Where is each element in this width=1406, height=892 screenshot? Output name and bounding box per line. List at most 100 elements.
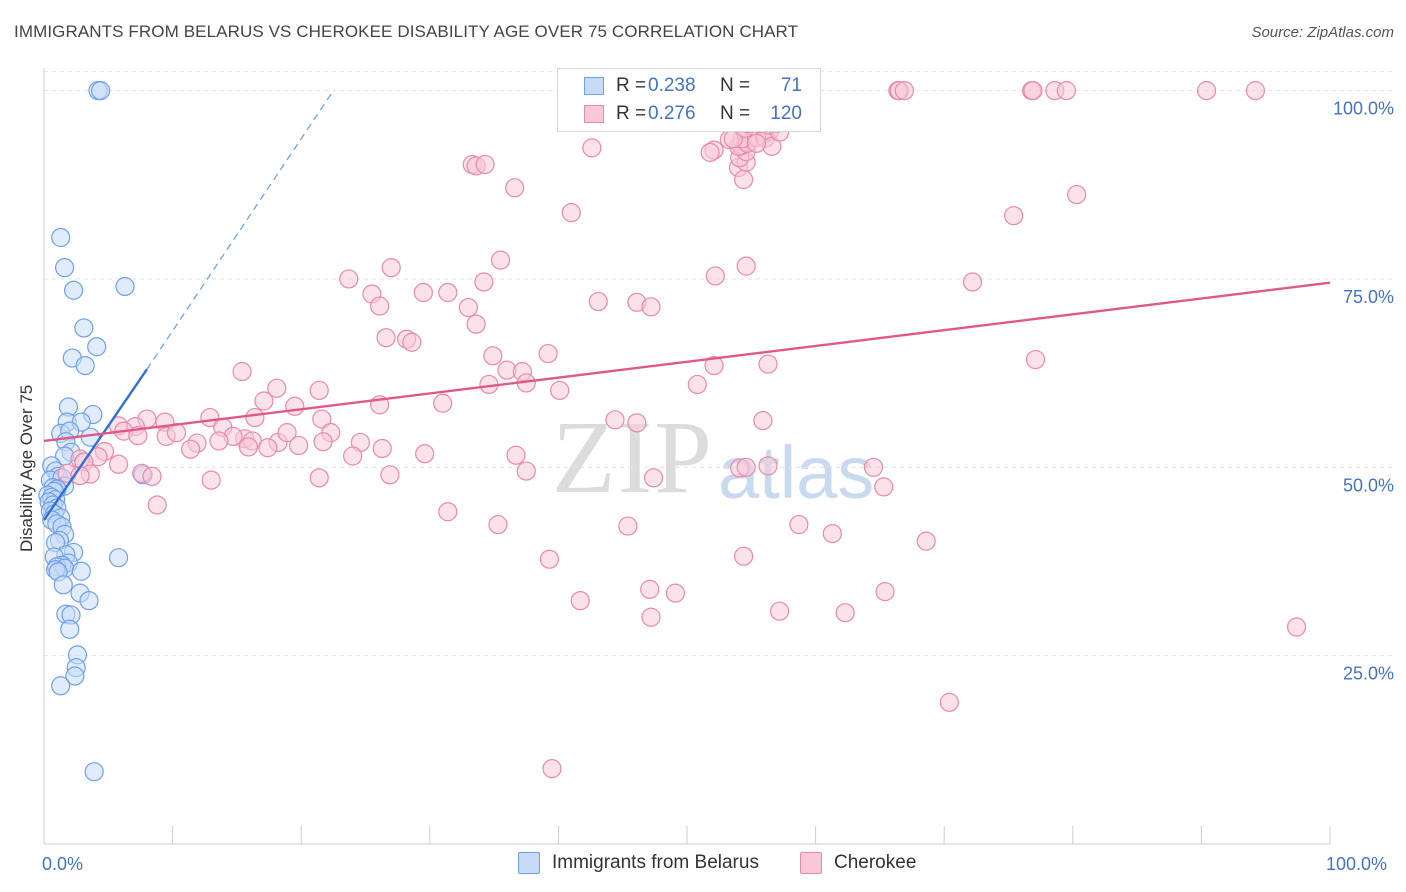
point-cherokee-133: [758, 456, 778, 476]
legend-n-value: 120: [770, 103, 802, 124]
point-cherokee-137: [438, 502, 458, 522]
point-belarus-55: [71, 561, 91, 581]
point-cherokee-49: [339, 269, 359, 289]
x-ticks: [172, 826, 1331, 844]
point-cherokee-130: [643, 468, 664, 488]
legend-swatch-belarus: [584, 77, 604, 95]
y-tick-label-100: 100.0%: [1333, 99, 1394, 119]
point-cherokee-23: [700, 142, 720, 162]
y-axis-title: Disability Age Over 75: [17, 385, 36, 552]
point-belarus-5: [115, 276, 135, 297]
point-cherokee-132: [736, 457, 756, 477]
point-cherokee-149: [875, 582, 895, 602]
point-belarus-56: [53, 575, 73, 595]
point-cherokee-127: [309, 468, 329, 488]
point-cherokee-134: [863, 457, 884, 477]
point-belarus-48: [108, 548, 129, 568]
point-cherokee-145: [570, 591, 590, 611]
point-cherokee-86: [605, 410, 625, 430]
point-cherokee-110: [313, 432, 333, 452]
point-cherokee-144: [733, 546, 754, 566]
point-cherokee-136: [147, 495, 167, 515]
correlation-legend: R = 0.238 N = 71 R = 0.276 N = 120: [557, 68, 821, 132]
point-belarus-4: [63, 280, 84, 300]
point-cherokee-105: [181, 439, 201, 459]
legend-n-label: N =: [720, 103, 751, 124]
point-cherokee-108: [258, 438, 278, 458]
point-cherokee-150: [835, 603, 855, 623]
point-cherokee-44: [561, 203, 581, 223]
point-cherokee-129: [516, 461, 536, 481]
point-belarus-58: [79, 591, 99, 611]
point-cherokee-53: [962, 272, 983, 292]
y-tick-label-50: 50.0%: [1343, 475, 1394, 495]
point-cherokee-62: [376, 328, 396, 348]
trend-extension-belarus: [146, 90, 334, 370]
point-cherokee-14: [582, 138, 602, 158]
point-cherokee-46: [490, 250, 511, 270]
legend-row-belarus: R = 0.238 N = 71: [584, 73, 802, 99]
point-cherokee-115: [415, 444, 435, 464]
point-cherokee-128: [380, 465, 400, 485]
point-cherokee-106: [209, 431, 229, 451]
point-cherokee-126: [201, 470, 221, 490]
point-cherokee-45: [1004, 206, 1024, 226]
point-cherokee-58: [641, 297, 661, 317]
point-cherokee-140: [789, 514, 809, 535]
bottom-legend-label-belarus: Immigrants from Belarus: [552, 852, 759, 873]
point-cherokee-141: [822, 523, 842, 544]
data-points: [38, 81, 1307, 782]
point-cherokee-83: [245, 407, 265, 428]
point-cherokee-80: [267, 378, 287, 398]
point-cherokee-41: [505, 178, 525, 198]
chart-title: IMMIGRANTS FROM BELARUS VS CHEROKEE DISA…: [14, 22, 799, 41]
point-cherokee-88: [753, 410, 773, 431]
point-cherokee-77: [232, 362, 252, 382]
point-cherokee-87: [627, 413, 647, 433]
y-tick-label-25: 25.0%: [1343, 664, 1394, 684]
bottom-legend-label-cherokee: Cherokee: [834, 852, 917, 873]
point-cherokee-59: [458, 297, 478, 318]
legend-r-value: 0.238: [648, 75, 696, 96]
point-cherokee-73: [687, 374, 707, 395]
point-cherokee-153: [939, 692, 959, 712]
point-cherokee-43: [1067, 184, 1087, 205]
point-cherokee-151: [1286, 617, 1307, 637]
point-cherokee-75: [550, 380, 570, 401]
point-cherokee-47: [736, 256, 756, 276]
point-cherokee-148: [769, 601, 790, 621]
point-cherokee-107: [238, 437, 259, 457]
point-cherokee-50: [381, 258, 401, 278]
point-cherokee-68: [758, 354, 778, 374]
point-cherokee-109: [289, 435, 309, 456]
point-cherokee-61: [370, 296, 390, 316]
point-cherokee-55: [438, 282, 458, 303]
point-cherokee-139: [618, 516, 638, 536]
point-cherokee-48: [705, 266, 725, 286]
point-cherokee-84: [312, 409, 332, 429]
y-tick-label-75: 75.0%: [1343, 287, 1394, 307]
point-belarus-1: [90, 81, 111, 101]
legend-row-cherokee: R = 0.276 N = 120: [584, 101, 802, 127]
x-tick-label-min: 0.0%: [42, 854, 83, 874]
point-cherokee-6: [1023, 81, 1043, 101]
point-cherokee-96: [277, 423, 297, 443]
trend-line-belarus: [43, 368, 148, 521]
series-cherokee: [57, 81, 1307, 779]
point-cherokee-82: [309, 380, 329, 401]
point-cherokee-125: [142, 466, 162, 486]
legend-n-value: 71: [780, 75, 802, 96]
point-cherokee-79: [285, 396, 305, 416]
point-cherokee-146: [640, 579, 660, 599]
point-belarus-2: [51, 227, 71, 248]
x-tick-label-max: 100.0%: [1326, 854, 1387, 874]
legend-r-value: 0.276: [648, 103, 696, 124]
point-belarus-8: [75, 355, 95, 376]
point-belarus-6: [74, 318, 94, 338]
point-cherokee-56: [588, 291, 608, 312]
point-cherokee-135: [874, 477, 894, 497]
point-cherokee-10: [1245, 81, 1266, 101]
point-cherokee-66: [538, 343, 558, 364]
point-cherokee-69: [1025, 349, 1046, 370]
point-belarus-64: [65, 666, 85, 686]
